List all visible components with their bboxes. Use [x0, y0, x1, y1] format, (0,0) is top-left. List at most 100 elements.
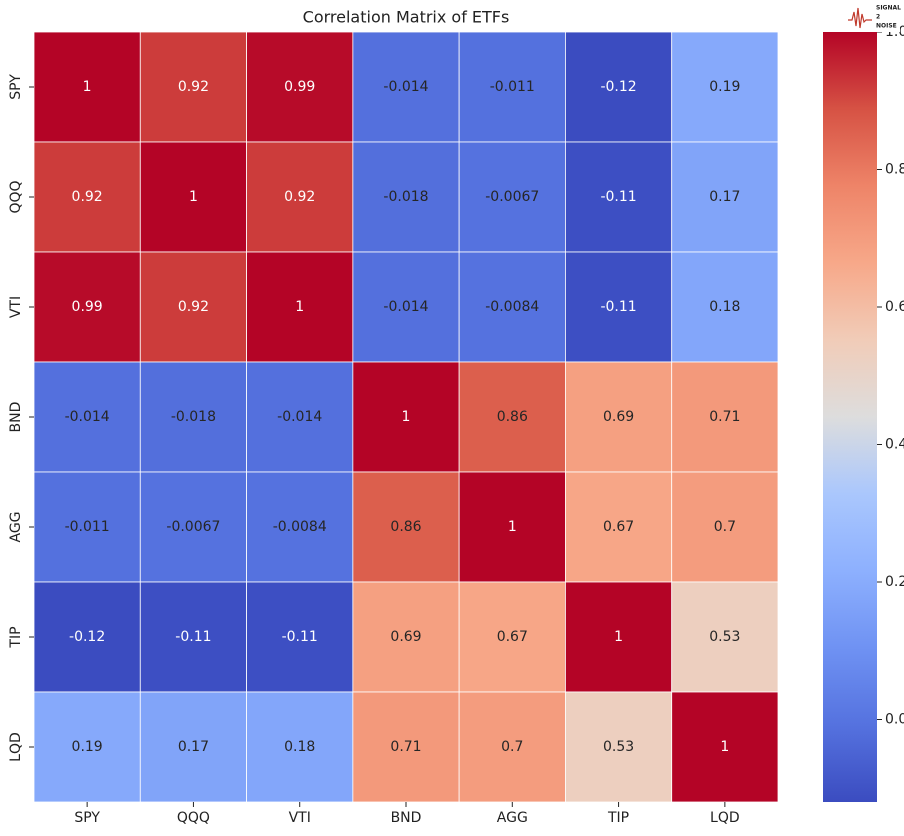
cell-label: -0.11 [600, 299, 636, 315]
colorbar-tick-label: 0.4 [885, 437, 904, 453]
cell-label: 0.19 [709, 79, 740, 95]
cell-label: 1 [83, 79, 92, 95]
y-tick-label: LQD [8, 732, 24, 762]
cell-label: 0.86 [497, 409, 528, 425]
cell-label: -0.0084 [485, 299, 539, 315]
heatmap-cell [246, 691, 354, 803]
y-tick-label: SPY [8, 74, 24, 100]
heatmap-cell [565, 361, 673, 473]
cell-label: 0.99 [72, 299, 103, 315]
heatmap-cell [33, 141, 141, 253]
heatmap-cell [246, 471, 354, 583]
heatmap-cell [246, 141, 354, 253]
cell-label: 0.99 [284, 79, 315, 95]
cell-label: 0.71 [390, 739, 421, 755]
colorbar-tick-label: 0.0 [885, 712, 904, 728]
heatmap-cell [671, 361, 779, 473]
heatmap-cell [33, 581, 141, 693]
heatmap-cell [33, 361, 141, 473]
heatmap-cell [139, 251, 247, 363]
cell-label: 0.19 [72, 739, 103, 755]
heatmap-cell [246, 31, 354, 143]
heatmap-cell [246, 251, 354, 363]
cell-label: 0.67 [603, 519, 634, 535]
chart-title: Correlation Matrix of ETFs [303, 8, 510, 27]
cell-label: 0.17 [178, 739, 209, 755]
cell-label: -0.0067 [485, 189, 539, 205]
heatmap-cell [565, 471, 673, 583]
heatmap-cell [352, 691, 460, 803]
heatmap-cell [33, 251, 141, 363]
heatmap-cell [352, 361, 460, 473]
cell-label: -0.11 [175, 629, 211, 645]
heatmap-cell [671, 691, 779, 803]
heatmap-cell [671, 581, 779, 693]
heatmap-cell [565, 691, 673, 803]
heatmap-cell [565, 251, 673, 363]
x-tick-label: SPY [74, 810, 100, 826]
cell-label: -0.0067 [166, 519, 220, 535]
cell-label: -0.11 [600, 189, 636, 205]
heatmap-cell [33, 471, 141, 583]
cell-label: -0.018 [171, 409, 216, 425]
heatmap-cell [246, 581, 354, 693]
cell-label: 0.86 [390, 519, 421, 535]
cell-label: 0.7 [714, 519, 736, 535]
cell-label: -0.018 [383, 189, 428, 205]
cell-label: 0.53 [709, 629, 740, 645]
cell-label: 0.71 [709, 409, 740, 425]
cell-label: 1 [295, 299, 304, 315]
heatmap-cell [139, 361, 247, 473]
x-tick-label: TIP [607, 810, 629, 826]
cell-label: -0.0084 [273, 519, 327, 535]
heatmap-cell [352, 31, 460, 143]
cell-label: 0.92 [178, 79, 209, 95]
heatmap-cell [352, 581, 460, 693]
cell-label: 0.17 [709, 189, 740, 205]
watermark-text: NOISE [876, 23, 897, 30]
y-tick-label: QQQ [8, 180, 24, 213]
heatmap-cell [458, 581, 566, 693]
heatmap-cell [671, 251, 779, 363]
x-tick-label: BND [391, 810, 422, 826]
cell-label: 1 [614, 629, 623, 645]
cell-label: -0.011 [65, 519, 110, 535]
cell-label: -0.11 [282, 629, 318, 645]
cell-label: 0.69 [390, 629, 421, 645]
y-tick-label: BND [8, 402, 24, 433]
cell-label: 1 [508, 519, 517, 535]
cell-label: -0.014 [277, 409, 322, 425]
y-tick-label: AGG [8, 511, 24, 542]
colorbar-tick-label: 0.8 [885, 162, 904, 178]
cell-label: 0.7 [501, 739, 523, 755]
heatmap-cell [352, 251, 460, 363]
cell-label: 0.92 [72, 189, 103, 205]
colorbar-tick-label: 0.2 [885, 574, 904, 590]
cell-label: 0.53 [603, 739, 634, 755]
heatmap-cell [671, 471, 779, 583]
heatmap-cell [458, 31, 566, 143]
cell-label: 0.18 [709, 299, 740, 315]
cell-label: 0.92 [178, 299, 209, 315]
heatmap-cell [458, 251, 566, 363]
heatmap-cell [458, 141, 566, 253]
cell-label: 0.69 [603, 409, 634, 425]
heatmap-cell [671, 141, 779, 253]
colorbar [823, 32, 877, 802]
cell-label: -0.011 [490, 79, 535, 95]
watermark-text: 2 [876, 14, 880, 21]
y-tick-label: VTI [8, 296, 24, 318]
cell-label: 1 [720, 739, 729, 755]
x-tick-label: AGG [497, 810, 528, 826]
cell-label: 1 [402, 409, 411, 425]
cell-label: -0.12 [69, 629, 105, 645]
heatmap-cell [565, 31, 673, 143]
heatmap-cell [565, 141, 673, 253]
watermark-wave [848, 7, 872, 29]
y-tick-label: TIP [8, 626, 24, 648]
heatmap-cell [458, 691, 566, 803]
heatmap-cell [33, 691, 141, 803]
x-tick-label: QQQ [177, 810, 210, 826]
colorbar-tick-label: 0.6 [885, 299, 904, 315]
